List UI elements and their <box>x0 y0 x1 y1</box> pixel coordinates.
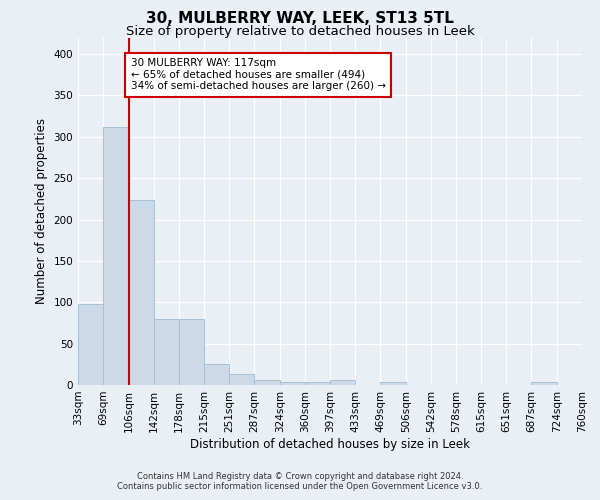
Bar <box>532 382 557 385</box>
Bar <box>280 382 305 385</box>
Bar <box>103 127 128 385</box>
Text: 30 MULBERRY WAY: 117sqm
← 65% of detached houses are smaller (494)
34% of semi-d: 30 MULBERRY WAY: 117sqm ← 65% of detache… <box>131 58 386 92</box>
Bar <box>331 380 355 385</box>
Bar <box>229 374 254 385</box>
Bar <box>78 304 103 385</box>
Bar <box>254 380 280 385</box>
Bar <box>154 319 179 385</box>
Bar <box>380 382 406 385</box>
Y-axis label: Number of detached properties: Number of detached properties <box>35 118 48 304</box>
Text: 30, MULBERRY WAY, LEEK, ST13 5TL: 30, MULBERRY WAY, LEEK, ST13 5TL <box>146 11 454 26</box>
Bar <box>204 364 229 385</box>
Bar <box>128 200 154 385</box>
Text: Size of property relative to detached houses in Leek: Size of property relative to detached ho… <box>125 25 475 38</box>
X-axis label: Distribution of detached houses by size in Leek: Distribution of detached houses by size … <box>190 438 470 450</box>
Text: Contains HM Land Registry data © Crown copyright and database right 2024.
Contai: Contains HM Land Registry data © Crown c… <box>118 472 482 491</box>
Bar <box>179 319 204 385</box>
Bar <box>305 382 331 385</box>
